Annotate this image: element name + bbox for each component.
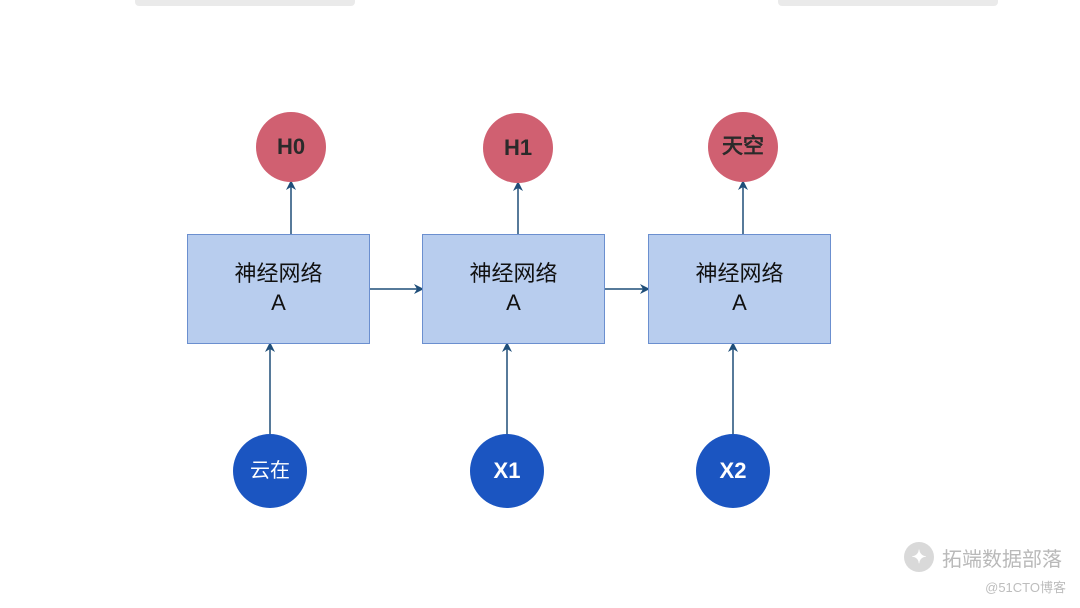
nn-cell-0: 神经网络A (187, 234, 370, 344)
diagram-canvas: H0 H1 天空 神经网络A 神经网络A 神经网络A 云在 X1 X2 ✦ 拓端… (0, 0, 1080, 608)
output-label: H1 (504, 136, 532, 160)
watermark-brand: ✦ 拓端数据部落 (904, 542, 1062, 572)
nn-cell-1: 神经网络A (422, 234, 605, 344)
watermark-attribution: @51CTO博客 (985, 577, 1066, 596)
input-label: X2 (720, 459, 747, 483)
cell-label: 神经网络A (695, 260, 783, 317)
wechat-icon: ✦ (904, 542, 934, 572)
input-label: X1 (494, 459, 521, 483)
output-node-h0: H0 (256, 112, 326, 182)
input-node-x1: X1 (470, 434, 544, 508)
input-node-x2: X2 (696, 434, 770, 508)
output-label: 天空 (722, 135, 764, 158)
cell-label: 神经网络A (469, 260, 557, 317)
output-label: H0 (277, 135, 305, 159)
nn-cell-2: 神经网络A (648, 234, 831, 344)
input-node-x0: 云在 (233, 434, 307, 508)
cell-label: 神经网络A (234, 260, 322, 317)
input-label: 云在 (250, 460, 290, 482)
output-node-sky: 天空 (708, 112, 778, 182)
watermark-brand-text: 拓端数据部落 (942, 543, 1062, 572)
top-accent-bar (0, 0, 1080, 12)
output-node-h1: H1 (483, 113, 553, 183)
